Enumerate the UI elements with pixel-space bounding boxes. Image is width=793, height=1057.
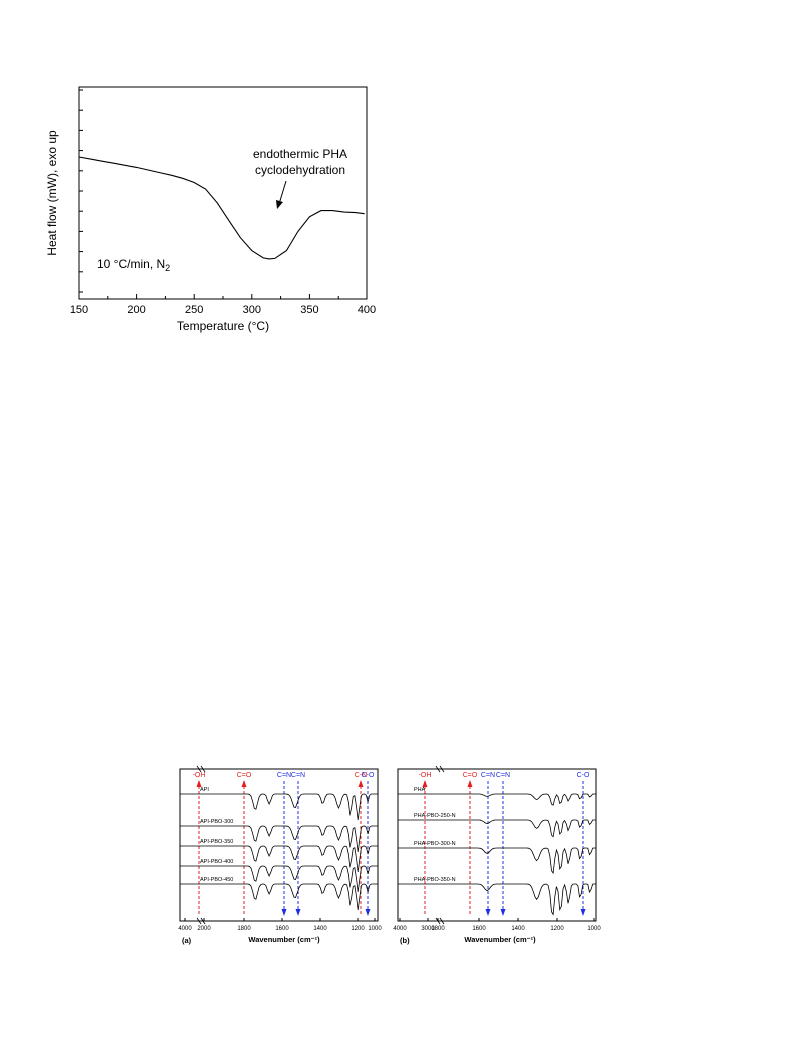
ftir-x-tick-label: 1000 xyxy=(368,926,382,932)
band-label: C=N xyxy=(291,772,305,779)
band-arrow-up-icon xyxy=(241,780,247,787)
band-arrow-down-icon xyxy=(580,909,586,916)
spectrum-label: API-PBO-300 xyxy=(200,819,233,825)
ftir-a-panel-label: (a) xyxy=(182,936,192,945)
ftir-x-tick-label: 1200 xyxy=(351,926,365,932)
ftir-b-panel-label: (b) xyxy=(400,936,410,945)
spectrum-label: API-PBO-400 xyxy=(200,859,233,865)
spectrum-label: PHA-PBO-350-N xyxy=(414,877,456,883)
band-label: C=N xyxy=(481,772,495,779)
ftir-x-tick-label: 1600 xyxy=(275,926,289,932)
axis-break-icon xyxy=(196,765,206,925)
dsc-x-tick-label: 300 xyxy=(243,304,261,316)
dsc-y-ticks xyxy=(79,89,83,293)
dsc-x-tick-label: 150 xyxy=(70,304,88,316)
ir-spectrum-trace xyxy=(398,883,596,916)
ftir-a-spectra: API API-PBO-300 API-PBO-350 API-PBO-400 API-… xyxy=(180,787,378,911)
ir-spectrum-trace xyxy=(180,883,378,911)
band-arrow-up-icon xyxy=(422,780,428,787)
band-arrow-down-icon xyxy=(281,909,287,916)
band-label: C-O xyxy=(577,772,590,779)
ir-spectrum-trace xyxy=(398,847,596,875)
band-arrow-up-icon xyxy=(358,780,364,787)
band-label: C-N xyxy=(355,772,367,779)
ftir-x-tick-label: 1800 xyxy=(431,926,445,932)
spectrum-label: PHA-PBO-250-N xyxy=(414,813,456,819)
dsc-chart: 150 200 250 300 350 400 endothermic PHA cyclo… xyxy=(45,86,376,333)
ir-spectrum-trace xyxy=(180,825,378,853)
ftir-b-spectra: PHA PHA-PBO-250-N PHA-PBO-300-N PHA-PBO-350… xyxy=(398,787,596,916)
peak-annotation-line1: endothermic PHA xyxy=(253,147,347,161)
dsc-heat-flow-curve xyxy=(78,156,365,260)
ftir-x-tick-label: 1000 xyxy=(587,926,601,932)
ftir-x-tick-label: 1800 xyxy=(237,926,251,932)
dsc-x-axis-label: Temperature (°C) xyxy=(177,319,269,333)
band-label: C=O xyxy=(463,772,478,779)
ftir-x-tick-label: 3000 xyxy=(421,926,435,932)
band-label: C=N xyxy=(496,772,510,779)
ftir-x-tick-label: 1400 xyxy=(511,926,525,932)
ir-spectrum-trace xyxy=(398,793,596,806)
ftir-b-frame xyxy=(397,768,597,922)
ftir-x-tick-label: 4000 xyxy=(178,926,192,932)
ir-spectrum-trace xyxy=(398,819,596,838)
ftir-panel-a: -OH C=O C=N C=N C-NC-O API API-PBO-300 API-PBO… xyxy=(178,765,382,945)
dsc-x-tick-label: 200 xyxy=(127,304,145,316)
ftir-x-tick-label: 4000 xyxy=(393,926,407,932)
peak-arrow-icon xyxy=(276,180,287,209)
ftir-b-x-axis-label: Wavenumber (cm⁻¹) xyxy=(464,935,536,944)
ftir-x-tick-label: 1200 xyxy=(550,926,564,932)
dsc-x-tick-label: 350 xyxy=(300,304,318,316)
band-arrow-down-icon xyxy=(500,909,506,916)
band-label: -OH xyxy=(193,772,206,779)
dsc-x-tick-label: 250 xyxy=(185,304,203,316)
dsc-x-ticks: 150 200 250 300 350 400 xyxy=(70,294,376,316)
band-arrow-down-icon xyxy=(295,909,301,916)
ftir-b-band-markers: -OH C=O C=N C=N C-O xyxy=(419,772,590,916)
ftir-a-frame xyxy=(179,768,379,922)
ftir-a-x-ticks: 4000 2000 1800 1600 1400 1200 1000 xyxy=(178,918,382,932)
ftir-x-tick-label: 1400 xyxy=(313,926,327,932)
band-label: C=N xyxy=(277,772,291,779)
spectrum-label: PHA xyxy=(414,787,426,793)
ftir-x-tick-label: 1600 xyxy=(472,926,486,932)
band-label: C-O xyxy=(362,772,375,779)
band-label: C=O xyxy=(237,772,252,779)
ftir-x-tick-label: 2000 xyxy=(197,926,211,932)
heating-rate-annotation: 10 °C/min, N2 xyxy=(97,257,170,273)
ir-spectrum-trace xyxy=(180,793,378,821)
spectrum-label: API-PBO-350 xyxy=(200,839,233,845)
band-arrow-down-icon xyxy=(365,909,371,916)
band-arrow-down-icon xyxy=(485,909,491,916)
peak-annotation-line2: cyclodehydration xyxy=(255,163,345,177)
band-arrow-up-icon xyxy=(467,780,473,787)
band-arrow-up-icon xyxy=(196,780,202,787)
spectrum-label: PHA-PBO-300-N xyxy=(414,841,456,847)
spectrum-label: API-PBO-450 xyxy=(200,877,233,883)
ir-spectrum-trace xyxy=(180,865,378,893)
band-label: -OH xyxy=(419,772,432,779)
ir-spectrum-trace xyxy=(180,845,378,873)
dsc-x-tick-label: 400 xyxy=(358,304,376,316)
ftir-panel-b: -OH C=O C=N C=N C-O PHAPHA-PBO-250-NPHA-PBO-… xyxy=(393,765,601,945)
dsc-y-axis-label: Heat flow (mW), exo up xyxy=(45,130,59,256)
ftir-a-x-axis-label: Wavenumber (cm⁻¹) xyxy=(248,935,320,944)
spectrum-label: API xyxy=(200,787,209,793)
